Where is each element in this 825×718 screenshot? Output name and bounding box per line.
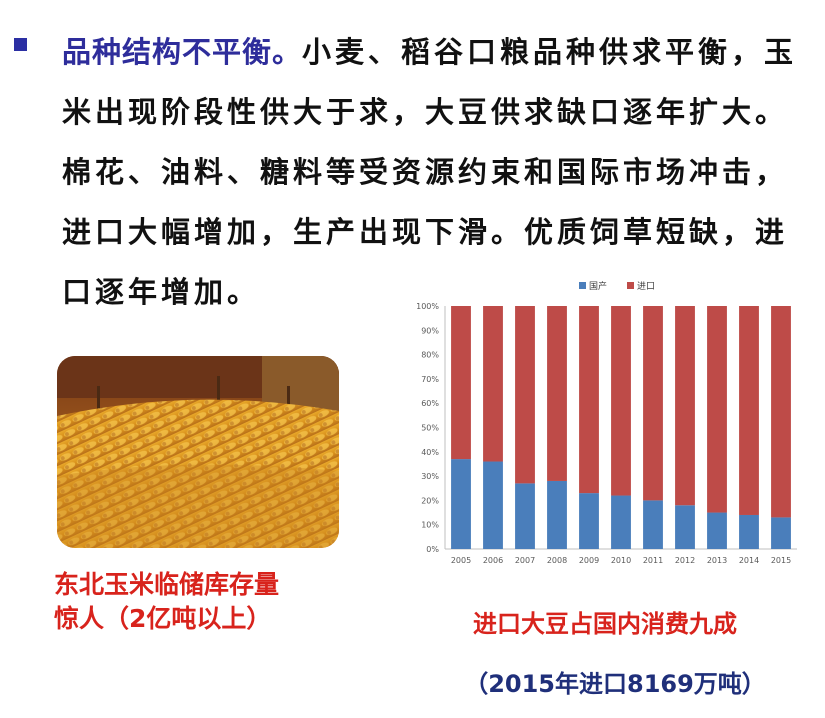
bar-import: [643, 306, 663, 501]
y-tick-label: 100%: [416, 302, 439, 311]
bar-import: [515, 306, 535, 484]
x-tick-label: 2008: [547, 556, 567, 565]
bar-domestic: [515, 483, 535, 549]
y-tick-label: 20%: [421, 496, 439, 505]
bar-domestic: [771, 517, 791, 549]
y-tick-label: 70%: [421, 375, 439, 384]
y-tick-label: 50%: [421, 424, 439, 433]
legend-swatch: [627, 282, 634, 289]
legend-swatch: [579, 282, 586, 289]
corn-storage-photo: [57, 356, 339, 548]
x-tick-label: 2014: [739, 556, 759, 565]
bar-import: [611, 306, 631, 496]
bar-import: [771, 306, 791, 518]
corn-pile-image: [57, 356, 339, 548]
bar-import: [675, 306, 695, 506]
bar-domestic: [739, 514, 759, 549]
x-tick-label: 2007: [515, 556, 535, 565]
x-tick-label: 2011: [643, 556, 663, 565]
bar-import: [739, 306, 759, 515]
x-tick-label: 2006: [483, 556, 503, 565]
y-tick-label: 40%: [421, 448, 439, 457]
paragraph-heading: 品种结构不平衡。: [62, 35, 303, 69]
y-tick-label: 10%: [421, 521, 439, 530]
x-tick-label: 2013: [707, 556, 727, 565]
x-tick-label: 2015: [771, 556, 791, 565]
bar-domestic: [547, 480, 567, 549]
bar-domestic: [483, 461, 503, 549]
bar-domestic: [451, 459, 471, 549]
bar-domestic: [675, 505, 695, 549]
y-tick-label: 80%: [421, 351, 439, 360]
body-paragraph: 品种结构不平衡。小麦、稻谷口粮品种供求平衡，玉米出现阶段性供大于求，大豆供求缺口…: [62, 22, 812, 322]
stacked-bar-chart: 0% 10% 20% 30% 40% 50% 60% 70% 80% 90% 100% 2005 200…: [416, 280, 797, 565]
bar-domestic: [643, 500, 663, 549]
photo-caption: 东北玉米临储库存量 惊人（2亿吨以上）: [54, 568, 354, 636]
soybean-chart: 0% 10% 20% 30% 40% 50% 60% 70% 80% 90% 100% 2005 200…: [401, 277, 805, 577]
chart-caption: 进口大豆占国内消费九成: [473, 610, 737, 638]
y-tick-label: 30%: [421, 472, 439, 481]
bar-domestic: [579, 493, 599, 549]
bar-domestic: [611, 495, 631, 549]
legend-label: 国产: [589, 280, 607, 292]
x-tick-label: 2005: [451, 556, 471, 565]
bar-import: [579, 306, 599, 494]
photo-caption-line1: 东北玉米临储库存量: [54, 570, 280, 599]
y-tick-label: 90%: [421, 326, 439, 335]
y-tick-label: 0%: [426, 545, 439, 554]
bar-import: [547, 306, 567, 481]
x-tick-label: 2010: [611, 556, 631, 565]
bullet-square: [14, 38, 27, 51]
bar-import: [451, 306, 471, 460]
x-tick-label: 2012: [675, 556, 695, 565]
legend-label: 进口: [637, 281, 655, 292]
x-tick-label: 2009: [579, 556, 599, 565]
chart-subcaption: （2015年进口8169万吨）: [464, 670, 766, 698]
y-tick-label: 60%: [421, 399, 439, 408]
bar-import: [483, 306, 503, 462]
photo-caption-line2: 惊人（2亿吨以上）: [54, 604, 272, 633]
bar-domestic: [707, 512, 727, 549]
bar-import: [707, 306, 727, 513]
paragraph-body: 小麦、稻谷口粮品种供求平衡，玉米出现阶段性供大于求，大豆供求缺口逐年扩大。棉花、…: [62, 35, 798, 309]
